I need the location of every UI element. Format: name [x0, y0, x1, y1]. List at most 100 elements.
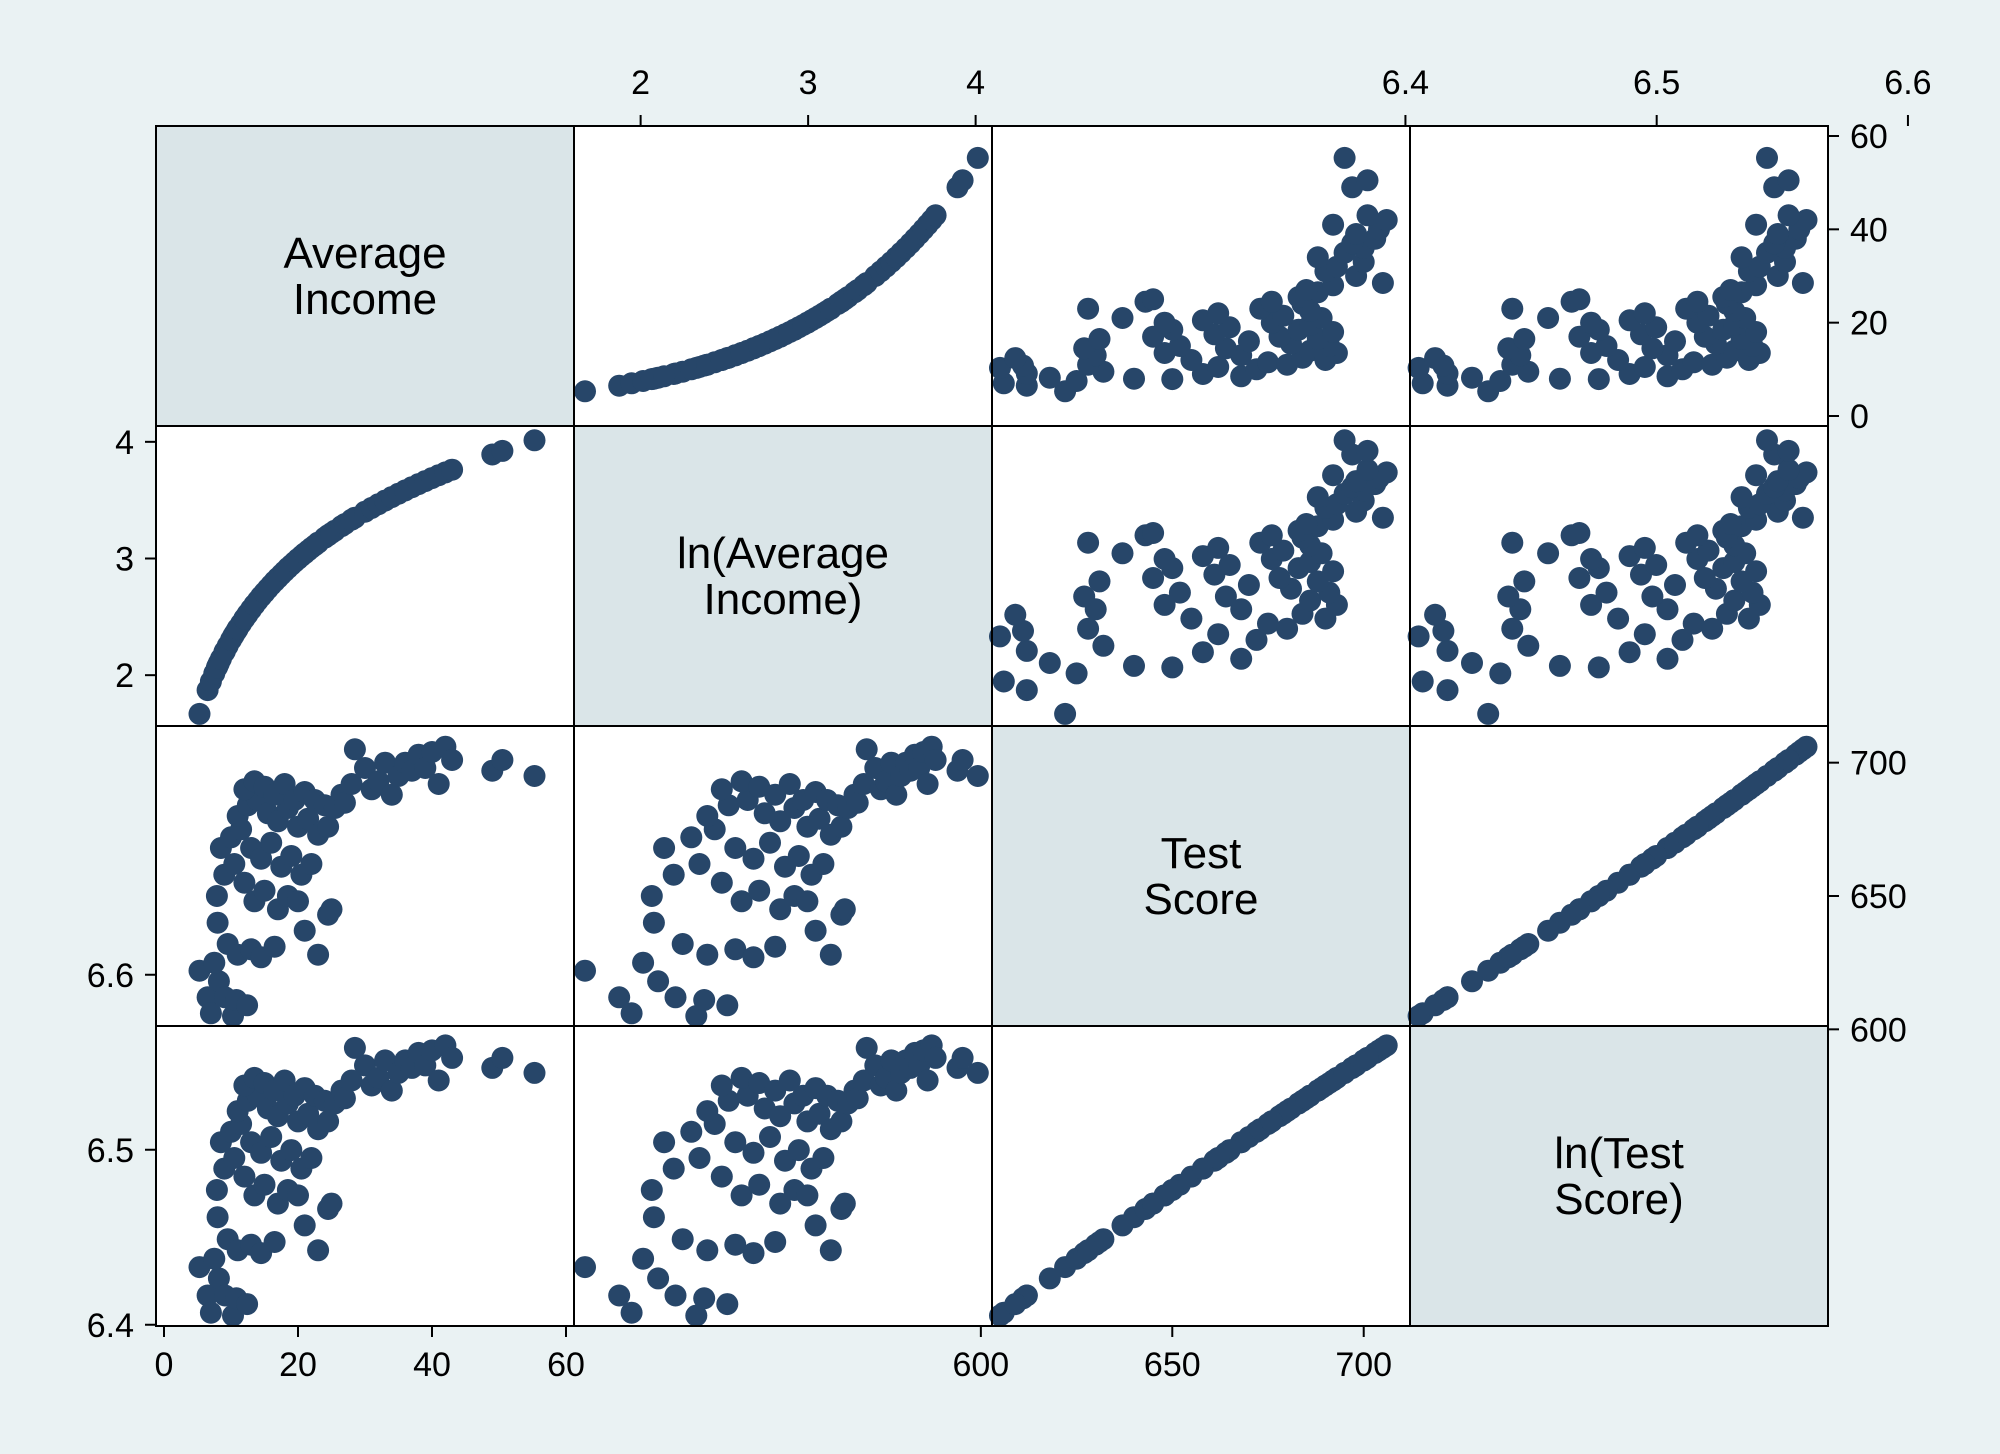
- data-point: [343, 738, 366, 761]
- variable-label: ln(Test: [1554, 1129, 1684, 1178]
- data-point: [966, 765, 989, 787]
- data-point: [340, 1069, 363, 1092]
- data-point: [233, 871, 256, 894]
- data-point: [1142, 1192, 1165, 1215]
- data-point: [924, 204, 947, 227]
- data-point: [1497, 337, 1520, 360]
- data-point: [1161, 368, 1184, 391]
- data-point: [742, 1242, 765, 1265]
- data-point: [260, 1126, 283, 1148]
- data-point: [1077, 1239, 1100, 1262]
- data-point: [1407, 625, 1430, 648]
- data-point: [710, 778, 733, 801]
- data-point: [236, 1293, 259, 1316]
- data-point: [1719, 513, 1742, 535]
- data-point: [1791, 506, 1814, 529]
- data-point: [1777, 458, 1800, 481]
- data-point: [1686, 524, 1709, 547]
- data-point: [343, 1036, 366, 1059]
- data-point: [724, 1233, 747, 1256]
- data-point: [574, 380, 596, 403]
- data-point: [1295, 513, 1318, 535]
- data-point: [1461, 366, 1483, 389]
- data-point: [885, 1079, 908, 1102]
- data-point: [300, 1147, 323, 1169]
- data-point: [1207, 536, 1230, 559]
- data-point: [812, 853, 835, 875]
- data-point: [846, 1087, 869, 1110]
- cell-border: [1409, 1025, 1829, 1327]
- data-point: [1077, 531, 1100, 554]
- data-point: [280, 1139, 303, 1162]
- data-point: [796, 890, 819, 913]
- data-point: [730, 342, 753, 364]
- data-point: [1489, 662, 1512, 685]
- data-point: [1568, 288, 1591, 311]
- data-point: [441, 1046, 464, 1069]
- data-point: [1436, 639, 1459, 662]
- data-point: [1207, 302, 1230, 325]
- data-point: [1004, 1293, 1027, 1316]
- data-point: [778, 773, 801, 795]
- cell-ln-test-score-vs-test-score: [989, 1025, 1411, 1327]
- data-point: [951, 169, 974, 192]
- data-point: [1795, 735, 1818, 758]
- data-point: [1424, 347, 1447, 370]
- diagonal-cell-background: [1410, 1026, 1828, 1326]
- data-point: [759, 1126, 781, 1148]
- data-point: [1633, 356, 1656, 378]
- data-point: [1501, 617, 1524, 640]
- data-point: [632, 1247, 655, 1270]
- data-point: [642, 1206, 665, 1229]
- data-point: [307, 943, 330, 966]
- data-point: [287, 1184, 309, 1207]
- data-point: [819, 1239, 842, 1262]
- data-point: [1230, 598, 1253, 621]
- data-point: [664, 986, 687, 1009]
- variable-label: Average: [283, 229, 446, 278]
- data-point: [300, 853, 323, 875]
- cell-test-score-vs-ln-test-score: [1407, 725, 1829, 1027]
- data-point: [223, 1147, 246, 1169]
- data-point: [724, 938, 747, 961]
- data-point: [236, 994, 259, 1017]
- data-point: [852, 773, 875, 795]
- tick-label: 4: [966, 64, 985, 102]
- data-point: [1214, 585, 1237, 608]
- data-point: [685, 1304, 708, 1327]
- data-point: [764, 1231, 787, 1253]
- cell-ln-average-income-vs-ln-test-score: [1407, 425, 1829, 727]
- data-point: [1645, 554, 1668, 576]
- data-point: [1477, 702, 1500, 725]
- data-point: [696, 805, 719, 827]
- data-point: [427, 1069, 450, 1092]
- data-point: [333, 791, 356, 814]
- matrix-cells: AverageIncomeln(AverageIncome)TestScorel…: [155, 125, 1829, 1327]
- data-point: [1168, 335, 1191, 357]
- data-point: [1424, 603, 1447, 626]
- data-point: [196, 1284, 219, 1307]
- data-point: [441, 749, 464, 771]
- tick-label: 2: [115, 657, 134, 695]
- data-point: [307, 1239, 330, 1262]
- data-point: [1664, 330, 1686, 353]
- data-point: [680, 1120, 703, 1143]
- cell-average-income-vs-ln-average-income: [573, 125, 993, 427]
- data-point: [1153, 311, 1176, 334]
- data-point: [852, 1069, 875, 1092]
- data-point: [1568, 522, 1591, 544]
- data-point: [1756, 429, 1778, 452]
- data-point: [1537, 919, 1560, 942]
- data-point: [730, 890, 753, 913]
- data-point: [951, 749, 974, 771]
- data-point: [647, 970, 670, 993]
- data-point: [293, 1214, 316, 1237]
- tick-label: 2: [631, 64, 650, 102]
- data-point: [830, 1110, 853, 1133]
- data-point: [1065, 662, 1088, 685]
- data-point: [1730, 246, 1753, 269]
- variable-label: Income): [704, 575, 863, 624]
- data-point: [333, 1087, 356, 1110]
- data-point: [205, 1179, 228, 1201]
